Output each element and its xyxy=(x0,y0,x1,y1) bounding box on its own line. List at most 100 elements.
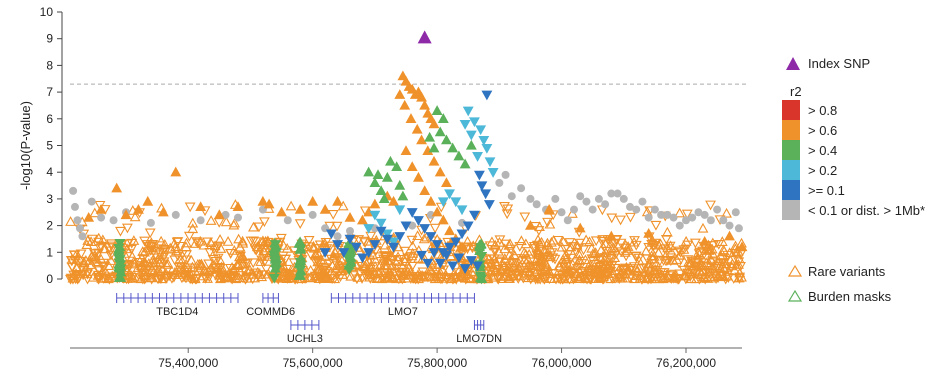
rare-variant-point xyxy=(71,262,83,273)
rare-variant-point xyxy=(237,235,249,246)
variant-point xyxy=(413,216,424,226)
rare-variant-point xyxy=(115,226,126,237)
rare-variant-point xyxy=(198,239,210,250)
rare-variant-point xyxy=(312,269,324,280)
rare-variant-point xyxy=(294,219,306,230)
rare-variant-point xyxy=(191,273,203,284)
variant-point xyxy=(308,210,317,219)
variant-point xyxy=(419,224,431,234)
rare-variant-point xyxy=(247,258,259,269)
rare-variant-point xyxy=(278,240,289,250)
rare-variant-point xyxy=(150,250,161,261)
rare-variant-point xyxy=(317,271,329,282)
rare-variant-point xyxy=(329,246,341,257)
rare-variant-point xyxy=(429,223,441,234)
variant-point xyxy=(663,210,672,219)
rare-variant-point xyxy=(196,258,207,269)
rare-variant-point xyxy=(565,241,577,252)
rare-variant-point xyxy=(484,254,496,265)
variant-point xyxy=(525,219,536,230)
r2-legend-label: >= 0.1 xyxy=(808,183,845,198)
rare-variant-point xyxy=(530,272,542,283)
y-tick-label: 4 xyxy=(46,165,53,179)
variant-point xyxy=(669,213,678,222)
rare-variant-point xyxy=(547,253,559,264)
variant-point xyxy=(543,203,555,214)
rare-variant-point xyxy=(605,254,617,265)
rare-variant-point xyxy=(129,211,141,222)
rare-variant-point xyxy=(655,238,667,249)
rare-variant-point xyxy=(501,209,513,220)
rare-variant-point xyxy=(722,250,734,261)
rare-variant-point xyxy=(155,271,167,282)
rare-variant-point xyxy=(497,268,509,279)
rare-variant-point xyxy=(399,257,411,268)
variant-point xyxy=(232,201,244,212)
variant-point xyxy=(563,216,572,225)
variant-point xyxy=(363,248,375,258)
variant-point xyxy=(507,192,516,201)
burden-mask-point xyxy=(476,251,488,262)
rare-variant-point xyxy=(393,274,405,285)
rare-variant-point xyxy=(174,241,186,252)
rare-variant-point xyxy=(407,240,419,251)
rare-variant-point xyxy=(324,241,336,252)
y-tick-label: 5 xyxy=(46,139,53,153)
rare-variant-point xyxy=(309,256,321,267)
variant-point xyxy=(444,242,455,253)
rare-variant-point xyxy=(126,265,138,276)
variant-point xyxy=(346,226,354,235)
variant-point xyxy=(472,152,483,162)
rare-variant-point xyxy=(531,263,543,273)
rare-variant-point xyxy=(539,247,551,257)
rare-variant-point xyxy=(352,271,364,282)
variant-point xyxy=(171,210,180,219)
rare-variant-point xyxy=(204,247,216,258)
rare-variant-point xyxy=(245,236,257,247)
burden-mask-point xyxy=(294,266,306,276)
rare-variant-point xyxy=(665,274,677,285)
rare-variant-point xyxy=(87,258,99,268)
rare-variant-point xyxy=(693,274,705,285)
rare-variant-point xyxy=(132,271,144,282)
rare-variant-point xyxy=(526,254,538,265)
burden-masks-legend-label: Burden masks xyxy=(808,289,892,304)
variant-point xyxy=(699,235,711,246)
rare-variant-point xyxy=(700,257,712,268)
variant-point xyxy=(83,211,95,222)
rare-variant-point xyxy=(672,274,684,285)
rare-variant-point xyxy=(567,242,579,252)
variant-point xyxy=(456,205,468,216)
variant-point xyxy=(459,119,471,130)
variant-point xyxy=(114,252,126,262)
rare-variant-point xyxy=(136,264,147,275)
rare-variant-point xyxy=(606,261,618,272)
rare-variant-point xyxy=(255,256,267,266)
background-variants xyxy=(65,199,747,285)
variant-point xyxy=(700,210,709,219)
variant-point xyxy=(441,134,452,145)
variant-point xyxy=(551,194,560,203)
rare-variant-point xyxy=(144,228,156,239)
variant-point xyxy=(381,229,393,240)
variant-point xyxy=(394,89,406,99)
rare-variant-point xyxy=(734,267,746,278)
rare-variant-point xyxy=(579,254,591,265)
rare-variant-point xyxy=(106,241,117,252)
rare-variant-point xyxy=(382,272,394,283)
rare-variant-point xyxy=(716,236,728,246)
rare-variant-point xyxy=(660,256,672,267)
rare-variant-point xyxy=(445,251,457,261)
rare-variant-point xyxy=(208,244,220,255)
x-tick-label: 76,000,000 xyxy=(532,356,592,370)
variant-point xyxy=(638,197,647,206)
rare-variant-point xyxy=(365,231,377,242)
rare-variant-point xyxy=(492,245,504,256)
variant-point xyxy=(724,230,735,241)
rare-variant-point xyxy=(319,251,331,261)
rare-variant-point xyxy=(448,273,460,284)
y-tick-label: 0 xyxy=(46,272,53,286)
rare-variant-point xyxy=(520,248,532,259)
rare-variant-point xyxy=(98,243,110,254)
rare-variant-point xyxy=(84,254,95,265)
